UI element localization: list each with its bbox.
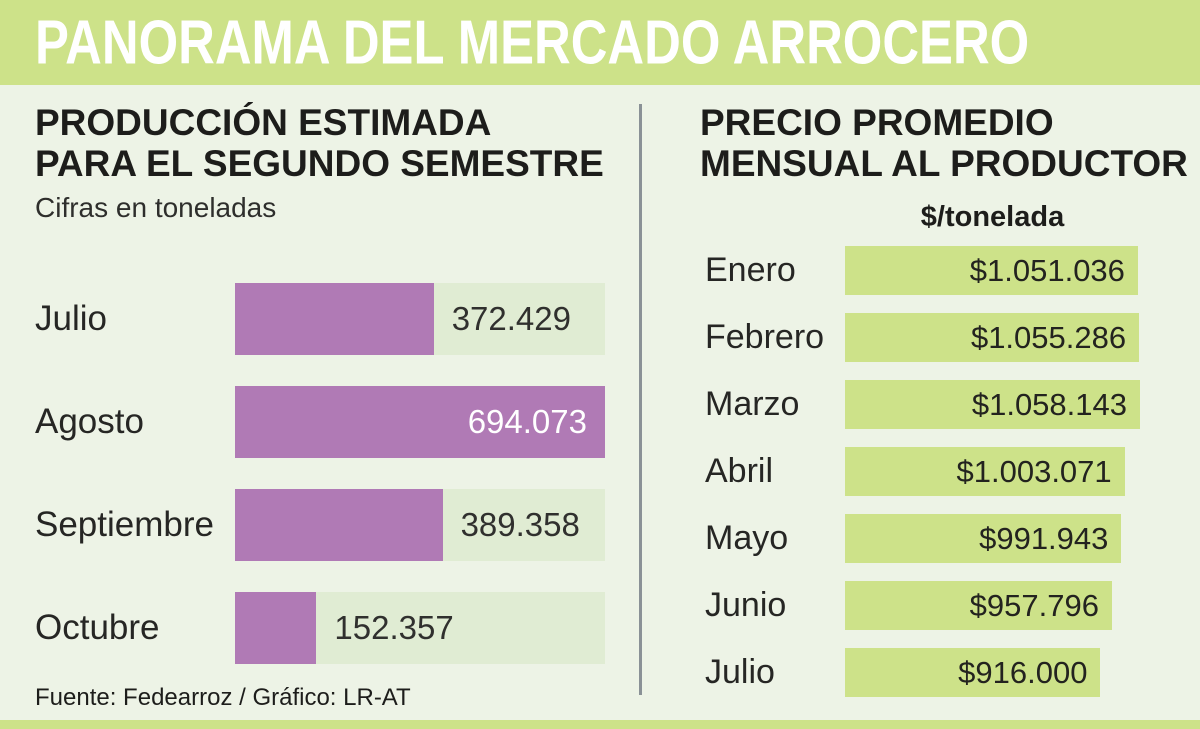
price-list: Enero $1.051.036 Febrero $1.055.286 Marz… xyxy=(705,246,1140,715)
production-subtitle: Cifras en toneladas xyxy=(35,192,277,223)
bar-track: 694.073 xyxy=(235,386,605,458)
bar-label: Septiembre xyxy=(35,505,214,544)
page-title: PANORAMA DEL MERCADO ARROCERO xyxy=(35,8,1030,77)
production-section-title: PRODUCCIÓN ESTIMADA PARA EL SEGUNDO SEME… xyxy=(35,102,604,184)
price-row: Mayo $991.943 xyxy=(705,514,1140,563)
bar-row: Julio 372.429 xyxy=(35,283,605,355)
production-bar-chart: Julio 372.429 Agosto 694.073 Septiembre … xyxy=(35,283,605,664)
production-title-line2: PARA EL SEGUNDO SEMESTRE xyxy=(35,143,604,184)
prices-section-title: PRECIO PROMEDIO MENSUAL AL PRODUCTOR xyxy=(700,102,1188,184)
bottom-strip xyxy=(0,720,1200,729)
bar-fill xyxy=(235,283,434,355)
price-row: Abril $1.003.071 xyxy=(705,447,1140,496)
month-label: Marzo xyxy=(705,385,800,423)
bar-track: 372.429 xyxy=(235,283,605,355)
month-label: Abril xyxy=(705,452,774,490)
month-label: Enero xyxy=(705,251,796,289)
bar-value: 152.357 xyxy=(334,609,454,646)
price-pill-wrap: $1.058.143 xyxy=(845,380,1140,429)
bar-track: 152.357 xyxy=(235,592,605,664)
price-pill: $916.000 xyxy=(845,648,1101,697)
price-value: $1.051.036 xyxy=(969,252,1125,288)
price-pill: $1.003.071 xyxy=(845,447,1125,496)
bar-fill: 694.073 xyxy=(235,386,605,458)
price-pill-wrap: $1.051.036 xyxy=(845,246,1140,295)
price-pill: $1.058.143 xyxy=(845,380,1140,429)
month-label: Mayo xyxy=(705,519,789,557)
price-row: Enero $1.051.036 xyxy=(705,246,1140,295)
bar-row: Agosto 694.073 xyxy=(35,386,605,458)
bar-label: Octubre xyxy=(35,608,160,647)
source-note: Fuente: Fedearroz / Gráfico: LR-AT xyxy=(35,684,411,711)
bar-label: Julio xyxy=(35,299,107,338)
price-value: $991.943 xyxy=(979,520,1109,556)
price-pill: $991.943 xyxy=(845,514,1122,563)
bar-value: 694.073 xyxy=(467,403,587,440)
price-row: Marzo $1.058.143 xyxy=(705,380,1140,429)
price-row: Junio $957.796 xyxy=(705,581,1140,630)
price-value: $957.796 xyxy=(969,587,1099,623)
price-pill-wrap: $957.796 xyxy=(845,581,1140,630)
price-value: $1.058.143 xyxy=(971,386,1127,422)
bar-track: 389.358 xyxy=(235,489,605,561)
header-band: PANORAMA DEL MERCADO ARROCERO xyxy=(0,0,1200,85)
bar-fill xyxy=(235,489,443,561)
bar-value: 389.358 xyxy=(460,506,580,543)
month-label: Febrero xyxy=(705,318,825,356)
bar-row: Septiembre 389.358 xyxy=(35,489,605,561)
price-value: $916.000 xyxy=(958,654,1088,690)
price-pill: $1.051.036 xyxy=(845,246,1138,295)
price-pill-wrap: $916.000 xyxy=(845,648,1140,697)
bar-row: Octubre 152.357 xyxy=(35,592,605,664)
price-pill-wrap: $1.055.286 xyxy=(845,313,1140,362)
price-pill: $1.055.286 xyxy=(845,313,1140,362)
price-pill-wrap: $991.943 xyxy=(845,514,1140,563)
price-row: Febrero $1.055.286 xyxy=(705,313,1140,362)
prices-title-line2: MENSUAL AL PRODUCTOR xyxy=(700,143,1188,184)
bar-value: 372.429 xyxy=(451,300,571,337)
price-value: $1.055.286 xyxy=(970,319,1127,355)
price-pill: $957.796 xyxy=(845,581,1112,630)
prices-title-line1: PRECIO PROMEDIO xyxy=(700,102,1054,143)
unit-label: $/tonelada xyxy=(920,201,1065,233)
price-row: Julio $916.000 xyxy=(705,648,1140,697)
price-value: $1.003.071 xyxy=(956,453,1112,489)
bar-label: Agosto xyxy=(35,402,144,441)
price-pill-wrap: $1.003.071 xyxy=(845,447,1140,496)
month-label: Julio xyxy=(705,653,775,691)
month-label: Junio xyxy=(705,586,787,624)
production-title-line1: PRODUCCIÓN ESTIMADA xyxy=(35,102,492,143)
bar-fill xyxy=(235,592,317,664)
section-divider xyxy=(639,104,642,695)
